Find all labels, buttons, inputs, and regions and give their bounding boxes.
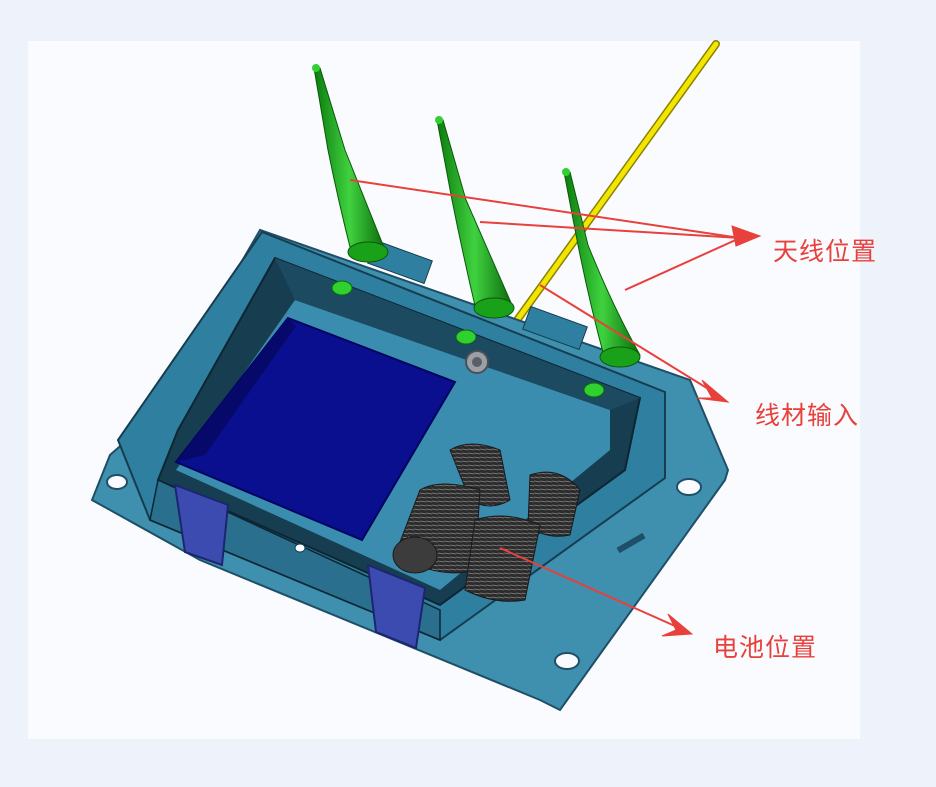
- cable-arrowhead: [695, 379, 730, 403]
- mounting-hole: [106, 474, 128, 490]
- latch-left: [173, 483, 230, 567]
- mounting-hole: [554, 652, 580, 670]
- battery-pack: [392, 443, 581, 602]
- connector-knob: [583, 382, 605, 398]
- antenna-arrow-line: [624, 237, 741, 291]
- antenna-3: [562, 168, 641, 368]
- pcb-board: [174, 316, 457, 542]
- battery-position-label: 电池位置: [713, 633, 818, 662]
- antenna-arrowhead: [731, 225, 762, 247]
- antennas: [312, 64, 641, 368]
- antenna-position-label: 天线位置: [773, 237, 878, 266]
- mounting-hole: [676, 478, 702, 496]
- antenna-arrow-line: [349, 179, 741, 239]
- cable: [506, 40, 720, 334]
- antenna-arrow-line: [479, 221, 741, 239]
- battery-arrow-line: [499, 547, 676, 627]
- cable-arrow-line: [539, 284, 711, 391]
- connector-knob: [331, 280, 353, 296]
- latches: [173, 483, 427, 650]
- connector-knob: [455, 329, 477, 345]
- antenna-2: [435, 116, 515, 319]
- battery-arrowhead: [661, 613, 694, 637]
- cable-input-label: 线材输入: [755, 401, 860, 430]
- antenna-1: [312, 64, 389, 263]
- callout-arrows: [349, 179, 762, 637]
- latch-right: [366, 563, 427, 650]
